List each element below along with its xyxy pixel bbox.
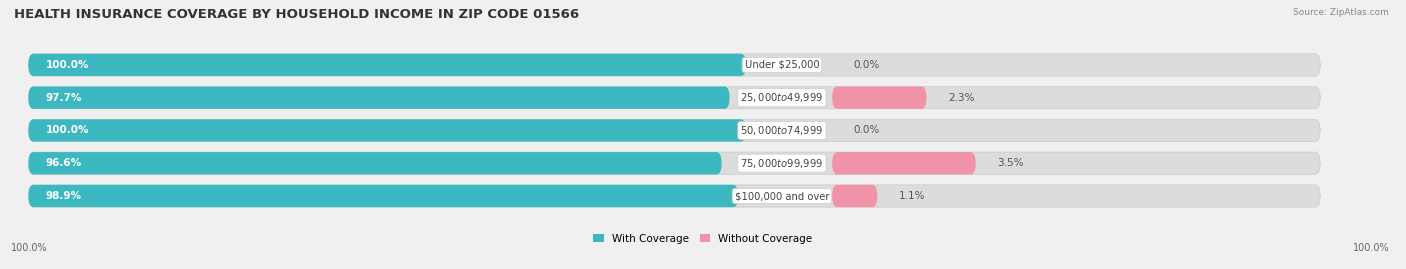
Text: Under $25,000: Under $25,000: [745, 60, 820, 70]
FancyBboxPatch shape: [832, 87, 927, 109]
Text: HEALTH INSURANCE COVERAGE BY HOUSEHOLD INCOME IN ZIP CODE 01566: HEALTH INSURANCE COVERAGE BY HOUSEHOLD I…: [14, 8, 579, 21]
FancyBboxPatch shape: [28, 119, 1320, 141]
Legend: With Coverage, Without Coverage: With Coverage, Without Coverage: [589, 229, 817, 248]
Text: 98.9%: 98.9%: [45, 191, 82, 201]
Text: 0.0%: 0.0%: [853, 125, 880, 136]
Text: 0.0%: 0.0%: [853, 60, 880, 70]
Text: 100.0%: 100.0%: [45, 125, 89, 136]
Text: 100.0%: 100.0%: [11, 243, 48, 253]
Text: $50,000 to $74,999: $50,000 to $74,999: [741, 124, 824, 137]
FancyBboxPatch shape: [28, 185, 738, 207]
FancyBboxPatch shape: [28, 119, 747, 141]
Text: $25,000 to $49,999: $25,000 to $49,999: [741, 91, 824, 104]
Text: 1.1%: 1.1%: [898, 191, 925, 201]
FancyBboxPatch shape: [28, 54, 747, 76]
Text: 97.7%: 97.7%: [45, 93, 82, 103]
FancyBboxPatch shape: [832, 185, 877, 207]
FancyBboxPatch shape: [28, 87, 730, 109]
Text: 2.3%: 2.3%: [948, 93, 974, 103]
FancyBboxPatch shape: [28, 152, 1320, 174]
FancyBboxPatch shape: [28, 87, 1320, 109]
Text: 3.5%: 3.5%: [997, 158, 1024, 168]
FancyBboxPatch shape: [28, 152, 721, 174]
Text: Source: ZipAtlas.com: Source: ZipAtlas.com: [1294, 8, 1389, 17]
Text: 100.0%: 100.0%: [1353, 243, 1389, 253]
FancyBboxPatch shape: [28, 185, 1320, 207]
FancyBboxPatch shape: [832, 152, 976, 174]
FancyBboxPatch shape: [28, 54, 1320, 76]
Text: $75,000 to $99,999: $75,000 to $99,999: [741, 157, 824, 170]
Text: 96.6%: 96.6%: [45, 158, 82, 168]
Text: 100.0%: 100.0%: [45, 60, 89, 70]
Text: $100,000 and over: $100,000 and over: [735, 191, 830, 201]
